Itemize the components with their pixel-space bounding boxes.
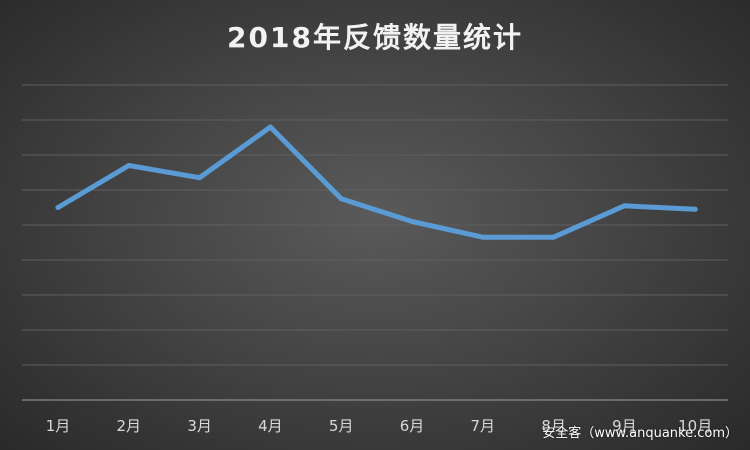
series-line	[55, 124, 698, 240]
data-point	[409, 219, 415, 224]
data-point	[197, 175, 203, 181]
data-point	[551, 234, 557, 240]
x-tick-label: 1月	[46, 417, 71, 435]
chart-title: 2018年反馈数量统计	[227, 21, 523, 54]
x-tick-label: 4月	[258, 417, 283, 435]
x-tick-label: 9月	[612, 417, 637, 435]
data-point	[692, 206, 698, 212]
data-point	[55, 205, 61, 210]
x-tick-label: 8月	[541, 417, 566, 435]
gridlines	[22, 84, 728, 401]
x-tick-label: 10月	[678, 417, 712, 435]
x-tick-label: 7月	[471, 417, 496, 435]
x-tick-label: 3月	[187, 417, 212, 435]
x-axis-ticks: 1月 2月 3月 4月 5月 6月 7月 8月 9月 10月	[46, 417, 713, 435]
series-layer	[55, 124, 698, 240]
watermark: 安全客（www.anquanke.com）	[542, 426, 738, 441]
data-point	[338, 196, 344, 202]
data-point	[267, 124, 273, 130]
data-point	[480, 234, 486, 240]
x-tick-label: 5月	[329, 417, 354, 435]
data-point	[621, 203, 627, 209]
x-tick-label: 6月	[400, 417, 425, 435]
x-tick-label: 2月	[117, 417, 142, 435]
data-point	[126, 163, 132, 168]
